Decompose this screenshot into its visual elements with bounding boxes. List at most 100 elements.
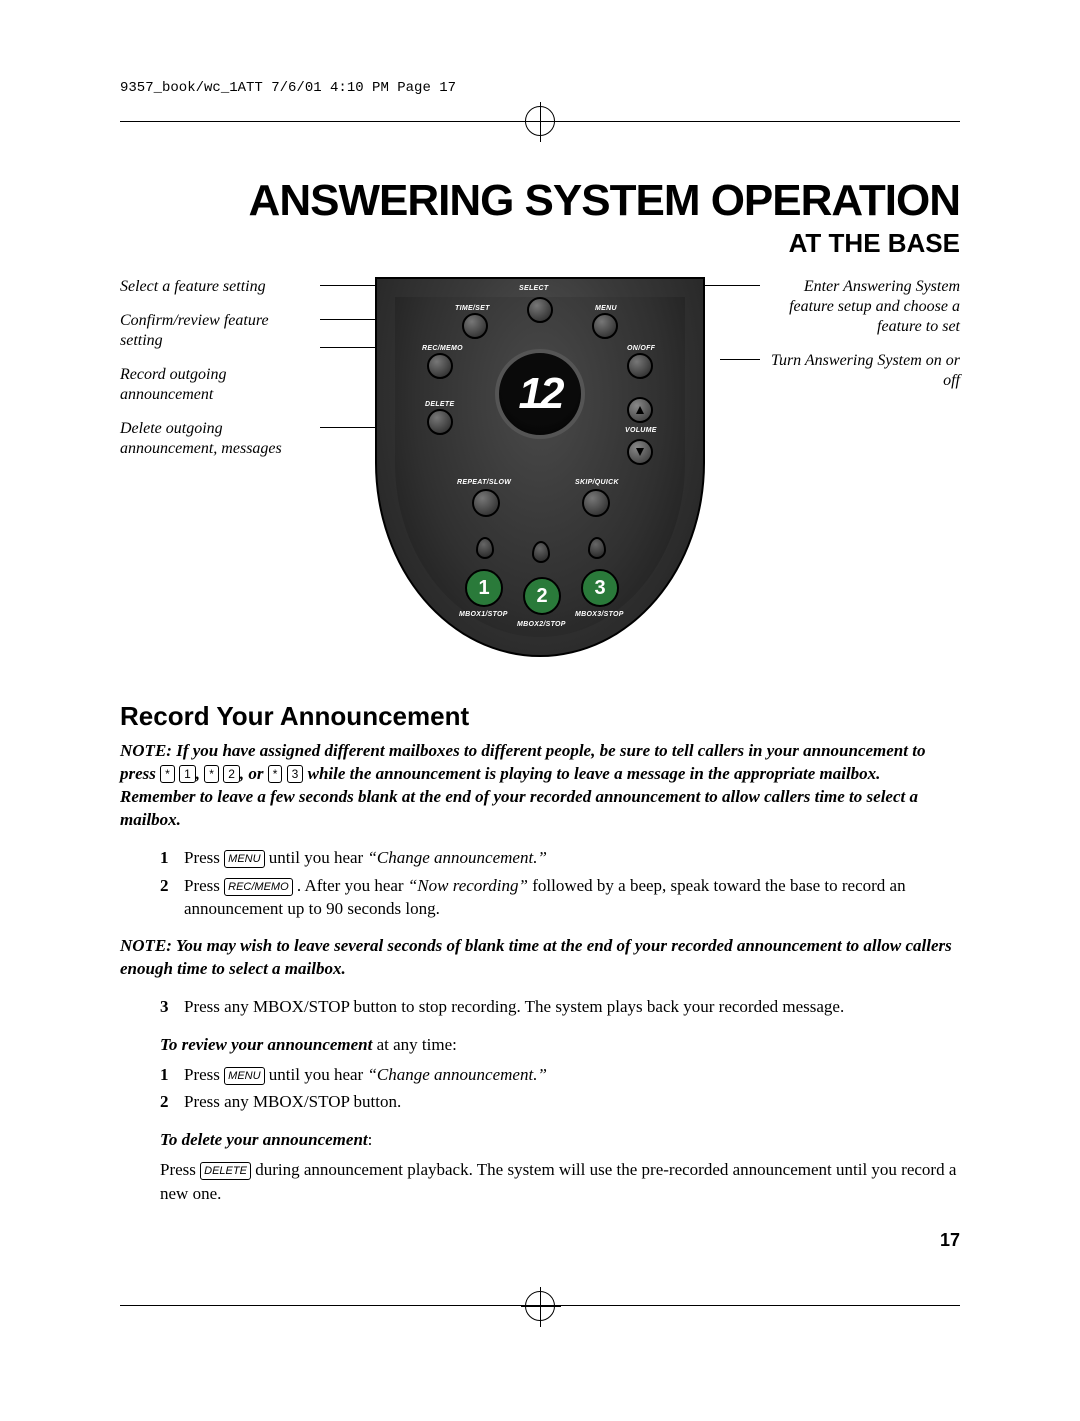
timeset-label: TIME/SET	[455, 305, 490, 312]
review-step-2: Press any MBOX/STOP button.	[160, 1090, 960, 1114]
steps-primary: Press MENU until you hear “Change announ…	[120, 846, 960, 921]
crop-marks-top	[120, 106, 960, 136]
callout-text: Enter Answering System feature setup and…	[789, 278, 960, 335]
print-slug: 9357_book/wc_1ATT 7/6/01 4:10 PM Page 17	[120, 80, 960, 96]
note-lead: NOTE:	[120, 936, 172, 955]
timeset-button[interactable]	[462, 313, 488, 339]
note-2: NOTE: You may wish to leave several seco…	[120, 935, 960, 981]
review-heading-line: To review your announcement at any time:	[120, 1033, 960, 1057]
callout-menu: Enter Answering System feature setup and…	[760, 277, 960, 337]
delete-text: during announcement playback. The system…	[160, 1160, 956, 1203]
answering-machine-base: SELECT TIME/SET MENU REC/MEMO ON/OFF DEL…	[375, 277, 705, 657]
page-number: 17	[120, 1230, 960, 1251]
display-digits: 12	[519, 369, 562, 419]
recmemo-button[interactable]	[427, 353, 453, 379]
message-count-display: 12	[495, 349, 585, 439]
keycap-delete: DELETE	[200, 1162, 251, 1180]
callout-delete: Delete outgoing announcement, messages	[120, 419, 320, 459]
mbox2-label: MBOX2/STOP	[517, 621, 566, 628]
delete-heading-line: To delete your announcement:	[120, 1128, 960, 1152]
page-title: ANSWERING SYSTEM OPERATION	[120, 176, 960, 226]
delete-button[interactable]	[427, 409, 453, 435]
step-2: Press REC/MEMO . After you hear “Now rec…	[160, 874, 960, 922]
recmemo-label: REC/MEMO	[422, 345, 463, 352]
delete-colon: :	[368, 1130, 373, 1149]
delete-heading: To delete your announcement	[160, 1130, 368, 1149]
page-subtitle: AT THE BASE	[120, 228, 960, 259]
keycap-1: 1	[179, 765, 196, 783]
step-text: followed by a beep, speak toward the bas…	[184, 876, 906, 919]
mbox1-label: MBOX1/STOP	[459, 611, 508, 618]
volume-up-button[interactable]	[627, 397, 653, 423]
keycap-3: 3	[287, 765, 304, 783]
callouts-right: Enter Answering System feature setup and…	[760, 277, 960, 405]
delete-label: DELETE	[425, 401, 454, 408]
keycap-star: *	[160, 765, 175, 783]
select-label: SELECT	[519, 285, 548, 292]
review-heading: To review your announcement	[160, 1035, 372, 1054]
triangle-down-icon	[635, 447, 645, 457]
section-heading: Record Your Announcement	[120, 701, 960, 732]
step-text: Press any MBOX/STOP button.	[184, 1092, 401, 1111]
step-quote: “Change announcement.”	[367, 848, 546, 867]
mbox2-indicator	[532, 541, 550, 563]
review-steps: Press MENU until you hear “Change announ…	[120, 1063, 960, 1115]
volume-down-button[interactable]	[627, 439, 653, 465]
delete-body: Press DELETE during announcement playbac…	[120, 1158, 960, 1206]
callout-text: Confirm/review feature setting	[120, 312, 269, 349]
device-diagram: Select a feature setting Confirm/review …	[120, 277, 960, 677]
callout-onoff: Turn Answering System on or off	[760, 351, 960, 391]
mbox3-button[interactable]: 3	[581, 569, 619, 607]
skip-label: SKIP/QUICK	[575, 479, 619, 486]
menu-button[interactable]	[592, 313, 618, 339]
step-3: Press any MBOX/STOP button to stop recor…	[160, 995, 960, 1019]
mbox1-indicator	[476, 537, 494, 559]
crop-marks-bottom	[120, 1291, 960, 1321]
mbox-number: 2	[536, 585, 547, 608]
note-text: while the announcement is playing to lea…	[120, 764, 918, 829]
onoff-label: ON/OFF	[627, 345, 655, 352]
menu-label: MENU	[595, 305, 617, 312]
callouts-left: Select a feature setting Confirm/review …	[120, 277, 320, 473]
step-text: until you hear	[269, 1065, 368, 1084]
callout-text: Turn Answering System on or off	[771, 352, 960, 389]
step-text: Press	[184, 876, 224, 895]
callout-text: Select a feature setting	[120, 278, 266, 295]
step-text: Press any MBOX/STOP button to stop recor…	[184, 997, 844, 1016]
onoff-button[interactable]	[627, 353, 653, 379]
keycap-menu: MENU	[224, 1067, 264, 1085]
callout-confirm: Confirm/review feature setting	[120, 311, 320, 351]
callout-select: Select a feature setting	[120, 277, 320, 297]
mbox-number: 3	[594, 577, 605, 600]
keycap-menu: MENU	[224, 850, 264, 868]
step-text: Press	[184, 848, 224, 867]
step-quote: “Change announcement.”	[367, 1065, 546, 1084]
delete-text: Press	[160, 1160, 200, 1179]
callout-record: Record outgoing announcement	[120, 365, 320, 405]
step-text: . After you hear	[297, 876, 408, 895]
mbox3-label: MBOX3/STOP	[575, 611, 624, 618]
note-1: NOTE: If you have assigned different mai…	[120, 740, 960, 832]
callout-text: Delete outgoing announcement, messages	[120, 420, 282, 457]
triangle-up-icon	[635, 405, 645, 415]
callout-text: Record outgoing announcement	[120, 366, 227, 403]
mbox-number: 1	[478, 577, 489, 600]
mbox2-button[interactable]: 2	[523, 577, 561, 615]
repeat-button[interactable]	[472, 489, 500, 517]
keycap-star: *	[204, 765, 219, 783]
mbox1-button[interactable]: 1	[465, 569, 503, 607]
steps-continued: Press any MBOX/STOP button to stop recor…	[120, 995, 960, 1019]
skip-button[interactable]	[582, 489, 610, 517]
repeat-label: REPEAT/SLOW	[457, 479, 511, 486]
review-step-1: Press MENU until you hear “Change announ…	[160, 1063, 960, 1087]
select-button[interactable]	[527, 297, 553, 323]
keycap-recmemo: REC/MEMO	[224, 878, 293, 896]
note-text: You may wish to leave several seconds of…	[120, 936, 952, 978]
step-quote: “Now recording”	[408, 876, 528, 895]
step-1: Press MENU until you hear “Change announ…	[160, 846, 960, 870]
keycap-2: 2	[223, 765, 240, 783]
note-lead: NOTE:	[120, 741, 172, 760]
step-text: Press	[184, 1065, 224, 1084]
volume-label: VOLUME	[625, 427, 657, 434]
review-tail: at any time:	[372, 1035, 457, 1054]
